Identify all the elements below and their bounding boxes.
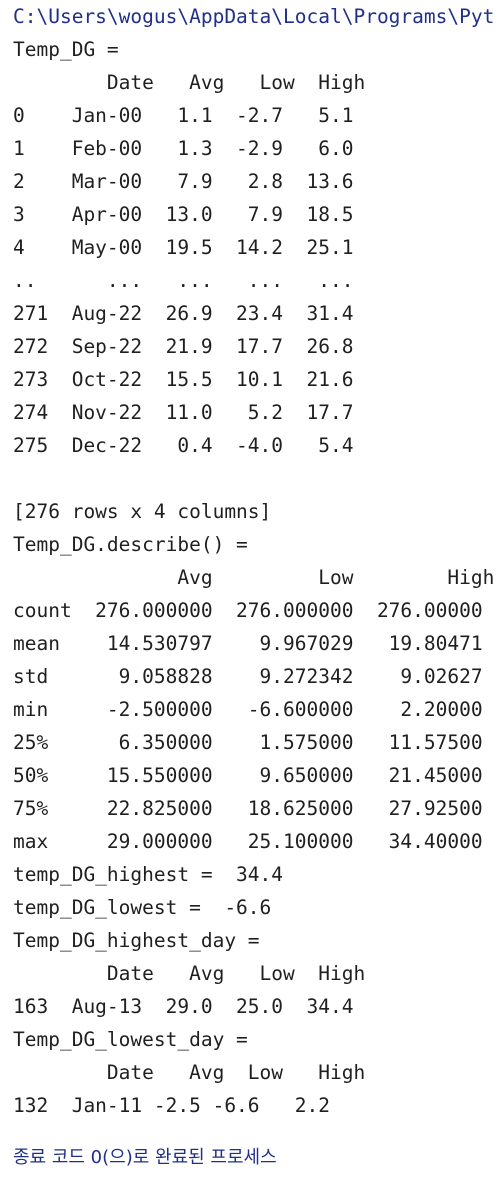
interpreter-path-line: C:\Users\wogus\AppData\Local\Programs\Py… [13, 5, 495, 28]
output-line: 2 Mar-00 7.9 2.8 13.6 [13, 170, 354, 193]
output-line: Date Avg Low High [13, 1061, 366, 1084]
output-line: 275 Dec-22 0.4 -4.0 5.4 [13, 434, 354, 457]
output-line: Date Avg Low High [13, 71, 366, 94]
output-line: 274 Nov-22 11.0 5.2 17.7 [13, 401, 354, 424]
output-line: temp_DG_lowest = -6.6 [13, 896, 272, 919]
process-exit-message: 종료 코드 0(으)로 완료된 프로세스 [13, 1140, 501, 1173]
output-line: temp_DG_highest = 34.4 [13, 863, 284, 886]
output-line: .. ... ... ... ... [13, 269, 354, 292]
output-line: 272 Sep-22 21.9 17.7 26.8 [13, 335, 354, 358]
output-line: 163 Aug-13 29.0 25.0 34.4 [13, 995, 354, 1018]
output-line: mean 14.530797 9.967029 19.80471 [13, 632, 483, 655]
exit-message-text: 종료 코드 0(으)로 완료된 프로세스 [13, 1147, 277, 1168]
output-line: 3 Apr-00 13.0 7.9 18.5 [13, 203, 354, 226]
output-line: Avg Low High [13, 566, 495, 589]
output-line: count 276.000000 276.000000 276.00000 [13, 599, 483, 622]
output-line: 0 Jan-00 1.1 -2.7 5.1 [13, 104, 354, 127]
output-line: Date Avg Low High [13, 962, 366, 985]
output-line: 25% 6.350000 1.575000 11.57500 [13, 731, 483, 754]
output-line: Temp_DG_highest_day = [13, 929, 260, 952]
output-line: 273 Oct-22 15.5 10.1 21.6 [13, 368, 354, 391]
output-line: 132 Jan-11 -2.5 -6.6 2.2 [13, 1094, 330, 1117]
output-line: 1 Feb-00 1.3 -2.9 6.0 [13, 137, 354, 160]
output-line: 75% 22.825000 18.625000 27.92500 [13, 797, 483, 820]
output-line: 271 Aug-22 26.9 23.4 31.4 [13, 302, 354, 325]
output-line: Temp_DG = [13, 38, 119, 61]
output-line: std 9.058828 9.272342 9.02627 [13, 665, 483, 688]
blank-line [13, 462, 501, 495]
output-line: max 29.000000 25.100000 34.40000 [13, 830, 483, 853]
run-console-output: C:\Users\wogus\AppData\Local\Programs\Py… [13, 0, 501, 1173]
output-line: 50% 15.550000 9.650000 21.45000 [13, 764, 483, 787]
output-line: Temp_DG.describe() = [13, 533, 248, 556]
output-line: min -2.500000 -6.600000 2.20000 [13, 698, 483, 721]
output-line: Temp_DG_lowest_day = [13, 1028, 248, 1051]
output-line: [276 rows x 4 columns] [13, 500, 272, 523]
output-line: 4 May-00 19.5 14.2 25.1 [13, 236, 354, 259]
